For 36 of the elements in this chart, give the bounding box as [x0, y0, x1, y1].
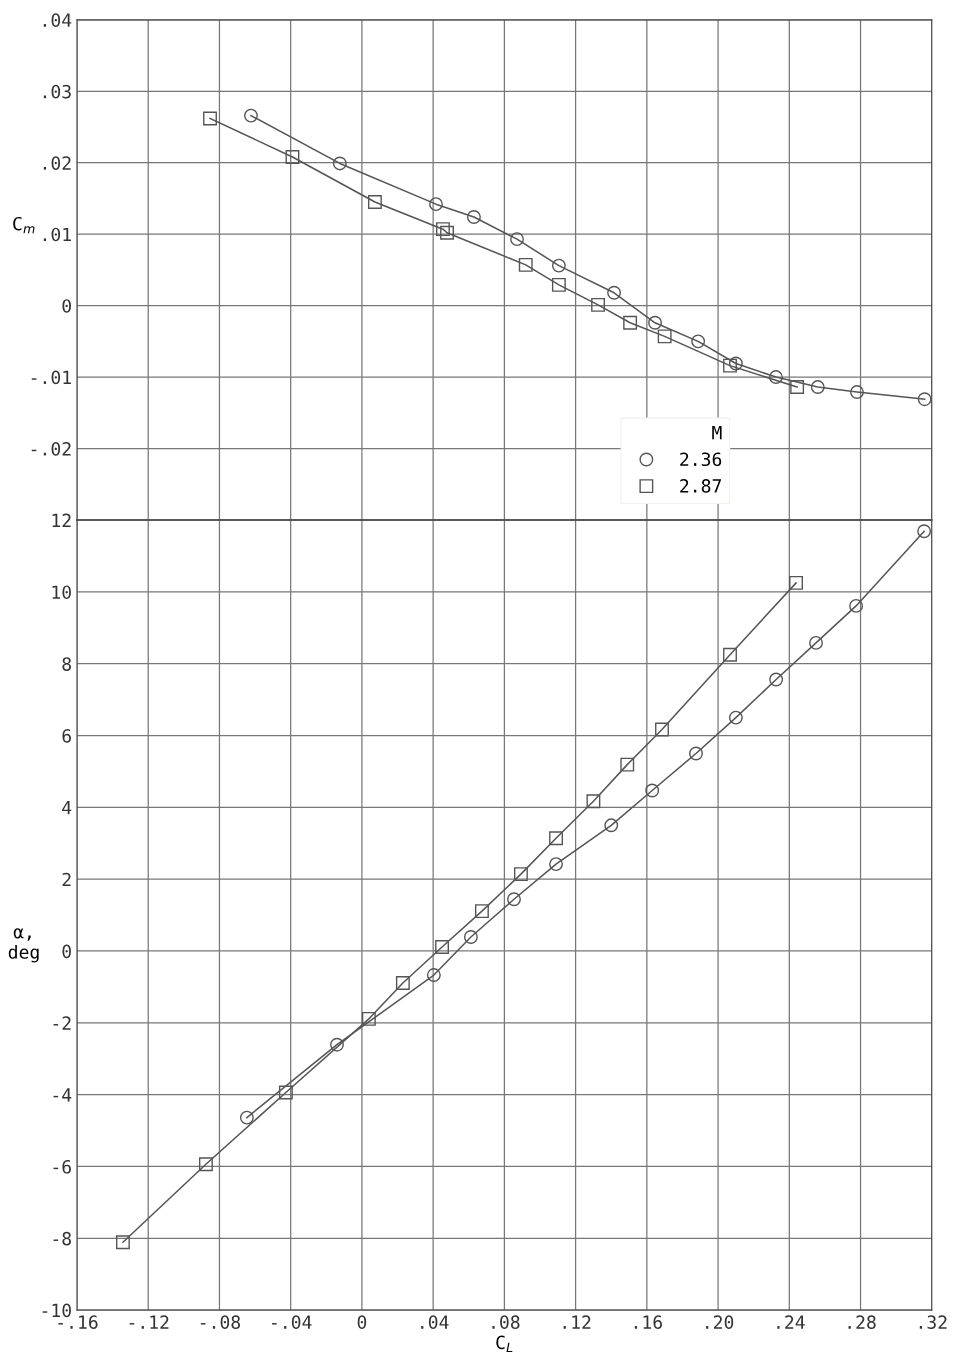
y-tick-label: 0 [62, 944, 71, 959]
y-tick-label: 4 [62, 801, 72, 815]
y-tick-label: 10 [52, 585, 71, 600]
legend-label: 2.36 [680, 452, 722, 467]
x-tick-label: -.08 [200, 1315, 241, 1330]
legend-title: M [712, 426, 722, 440]
y-tick-label: -4 [53, 1088, 72, 1102]
x-axis-title: C$_{L}$ [496, 1335, 513, 1352]
y-tick-label: 0 [62, 299, 71, 313]
y-tick-label: .02 [43, 156, 71, 170]
y-tick-label: -8 [53, 1231, 71, 1246]
x-tick-label: .12 [563, 1315, 591, 1329]
y-tick-label: .03 [43, 84, 71, 99]
legend-label: 2.87 [680, 479, 721, 493]
y-tick-label: -.02 [31, 442, 71, 456]
y-axis-title: C$_{m}$ [13, 216, 35, 234]
y-tick-label: 6 [62, 729, 71, 743]
x-tick-label: .24 [777, 1315, 805, 1329]
y-tick-label: 2 [62, 872, 71, 887]
x-tick-label: .28 [848, 1315, 876, 1330]
x-tick-label: 0 [357, 1315, 367, 1330]
x-tick-label: .32 [919, 1315, 947, 1330]
y-tick-label: .01 [43, 227, 71, 242]
y-tick-label: 12 [52, 513, 71, 527]
y-tick-label: -2 [53, 1016, 71, 1030]
y-tick-label: .04 [43, 13, 72, 28]
y-tick-label: -.01 [31, 370, 71, 385]
x-tick-label: .04 [421, 1315, 449, 1330]
y-tick-label: 8 [62, 657, 71, 671]
y-axis-title: α, deg [8, 928, 39, 963]
x-tick-label: -.04 [272, 1315, 312, 1330]
y-tick-label: -6 [53, 1159, 71, 1174]
x-tick-label: .20 [706, 1315, 734, 1330]
x-tick-label: .16 [634, 1315, 662, 1330]
x-tick-label: -.12 [129, 1315, 169, 1329]
x-tick-label: .08 [492, 1315, 520, 1330]
